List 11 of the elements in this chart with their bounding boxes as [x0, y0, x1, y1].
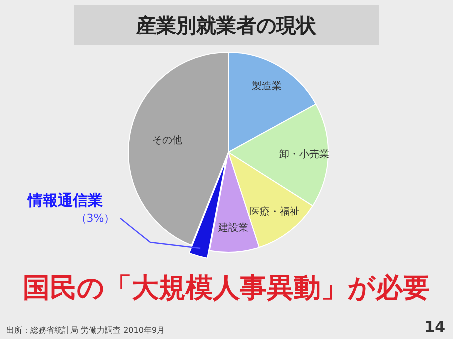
data-label: （3%） [76, 212, 116, 225]
text: 国民の「大規模人事異動」が必要 [23, 273, 430, 304]
chart-title: 産業別就業者の現状 [136, 14, 318, 38]
slice-label: その他 [152, 134, 183, 146]
text: 14 [424, 318, 446, 336]
slice-label: 卸・小売業 [279, 148, 330, 160]
text: 出所：総務省統計局 労働力調査 2010年9月 [6, 326, 166, 335]
slice-label: 医療・福祉 [250, 206, 300, 218]
slice-label: 製造業 [252, 80, 282, 93]
slice-label: 情報通信業 [27, 192, 103, 210]
slice-label: 建設業 [217, 222, 248, 234]
